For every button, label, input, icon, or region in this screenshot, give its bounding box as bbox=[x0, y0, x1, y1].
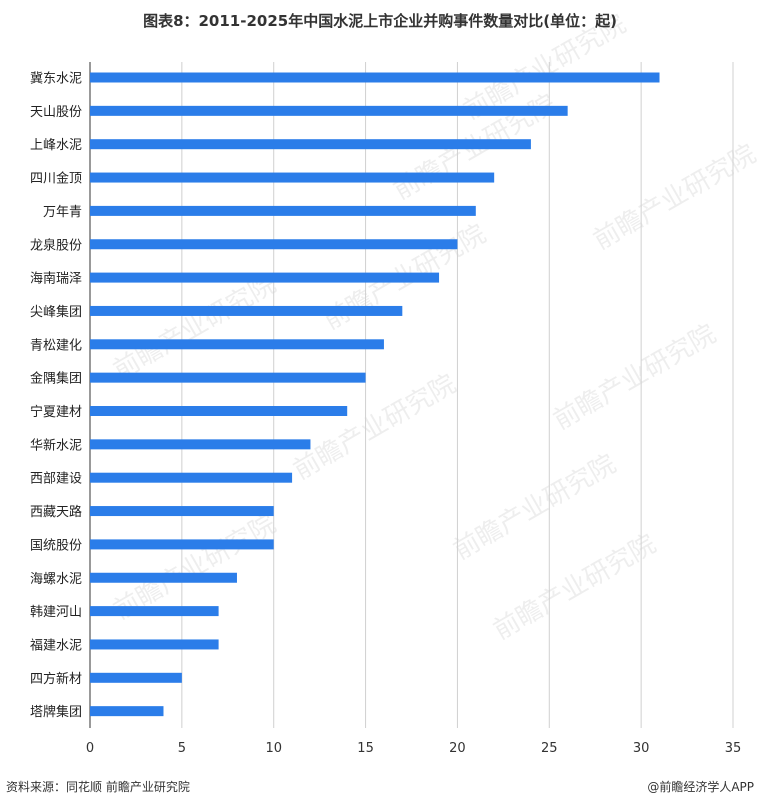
watermark-text: 前瞻产业研究院 bbox=[449, 449, 622, 566]
bar bbox=[90, 539, 274, 550]
x-tick-label: 0 bbox=[86, 741, 94, 756]
bars bbox=[90, 72, 660, 717]
bar bbox=[90, 72, 660, 83]
x-tick-label: 35 bbox=[725, 741, 742, 756]
category-label: 金隅集团 bbox=[30, 371, 82, 387]
category-label: 西藏天路 bbox=[30, 504, 82, 520]
bar bbox=[90, 139, 531, 150]
watermark-text: 前瞻产业研究院 bbox=[109, 269, 282, 386]
bar bbox=[90, 205, 476, 216]
x-tick-labels: 0 5 10 15 20 25 30 35 bbox=[86, 741, 741, 756]
category-label: 华新水泥 bbox=[30, 437, 82, 453]
bar bbox=[90, 572, 237, 583]
category-label: 国统股份 bbox=[30, 538, 82, 553]
category-label: 四川金顶 bbox=[30, 171, 82, 187]
bar bbox=[90, 439, 311, 450]
x-tick-label: 10 bbox=[265, 741, 282, 756]
bar bbox=[90, 506, 274, 517]
bar bbox=[90, 172, 495, 183]
x-tick-label: 5 bbox=[178, 741, 186, 756]
watermark-text: 前瞻产业研究院 bbox=[589, 139, 760, 256]
category-label: 上峰水泥 bbox=[30, 138, 82, 153]
category-label: 福建水泥 bbox=[30, 638, 82, 653]
category-label: 韩建河山 bbox=[30, 605, 82, 620]
category-label: 西部建设 bbox=[30, 472, 82, 487]
bar bbox=[90, 239, 458, 250]
bar bbox=[90, 105, 568, 116]
bar bbox=[90, 472, 293, 483]
category-label: 冀东水泥 bbox=[30, 71, 82, 87]
x-tick-label: 25 bbox=[541, 741, 558, 756]
category-label: 海螺水泥 bbox=[30, 572, 82, 587]
bar bbox=[90, 339, 384, 350]
watermark-text: 前瞻产业研究院 bbox=[289, 369, 462, 486]
x-tick-label: 20 bbox=[449, 741, 466, 756]
bar bbox=[90, 406, 348, 416]
bar bbox=[90, 305, 403, 316]
bar bbox=[90, 672, 182, 683]
category-label: 万年青 bbox=[43, 205, 82, 220]
category-label: 尖峰集团 bbox=[30, 304, 82, 320]
category-label: 海南瑞泽 bbox=[30, 271, 82, 287]
bar bbox=[90, 706, 164, 717]
category-labels: 冀东水泥天山股份上峰水泥四川金顶万年青龙泉股份海南瑞泽尖峰集团青松建化金隅集团宁… bbox=[30, 71, 82, 721]
bar bbox=[90, 372, 366, 383]
watermark-text: 前瞻产业研究院 bbox=[489, 529, 662, 646]
watermark-text: 前瞻产业研究院 bbox=[549, 319, 722, 436]
category-label: 塔牌集团 bbox=[30, 704, 82, 720]
x-tick-label: 15 bbox=[357, 741, 374, 756]
bar bbox=[90, 606, 219, 617]
category-label: 龙泉股份 bbox=[30, 237, 82, 253]
bar bbox=[90, 272, 440, 283]
watermark-layer: 前瞻产业研究院前瞻产业研究院前瞻产业研究院前瞻产业研究院前瞻产业研究院前瞻产业研… bbox=[109, 9, 760, 646]
brand-credit: @前瞻经济学人APP bbox=[647, 780, 754, 794]
source-note: 资料来源：同花顺 前瞻产业研究院 bbox=[6, 780, 190, 794]
category-label: 宁夏建材 bbox=[30, 404, 82, 420]
category-label: 青松建化 bbox=[30, 338, 82, 353]
category-label: 天山股份 bbox=[30, 105, 82, 120]
x-tick-label: 30 bbox=[633, 741, 650, 756]
category-label: 四方新材 bbox=[30, 671, 82, 687]
bar bbox=[90, 639, 219, 650]
chart-title: 图表8：2011-2025年中国水泥上市企业并购事件数量对比(单位：起) bbox=[143, 12, 617, 30]
